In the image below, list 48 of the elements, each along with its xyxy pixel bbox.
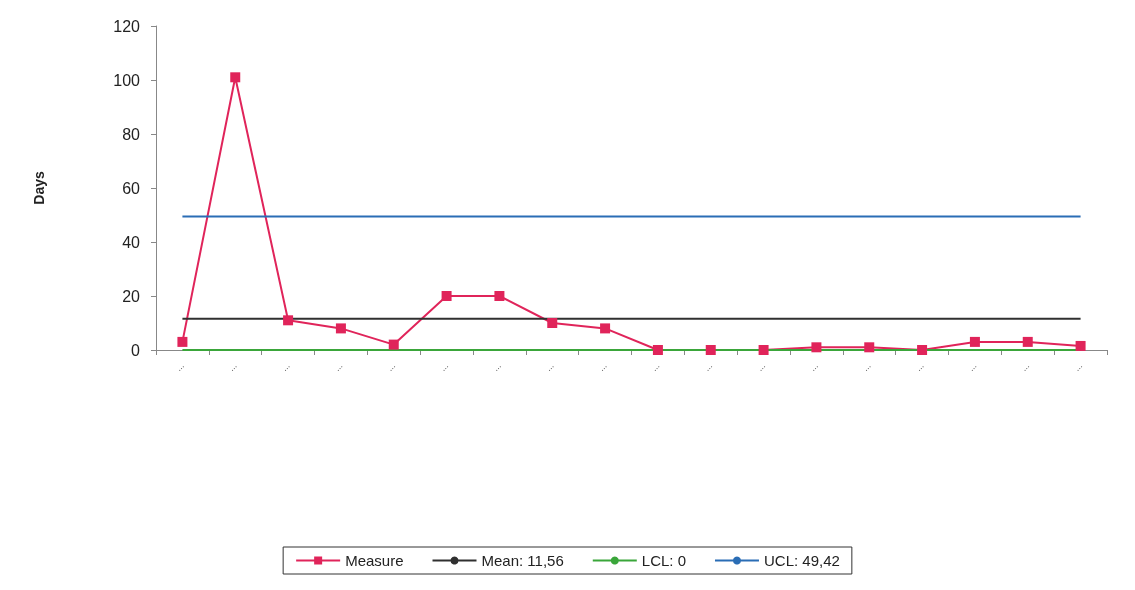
x-tick-label: ... bbox=[1018, 360, 1032, 373]
legend-label: UCL: 49,42 bbox=[763, 552, 840, 569]
x-tick-label: ... bbox=[701, 360, 715, 373]
x-tick-label: ... bbox=[596, 360, 609, 373]
point bbox=[600, 323, 611, 334]
point bbox=[758, 345, 769, 355]
x-tick-label: ... bbox=[384, 360, 398, 373]
point bbox=[705, 345, 716, 355]
y-tick-label: 40 bbox=[122, 233, 141, 251]
x-tick-label: ... bbox=[437, 360, 451, 373]
point bbox=[177, 336, 188, 347]
point bbox=[969, 336, 980, 347]
point bbox=[494, 291, 505, 301]
x-tick-label: ... bbox=[173, 360, 186, 373]
point bbox=[917, 345, 928, 355]
x-tick-label: ... bbox=[1071, 360, 1085, 373]
point bbox=[1022, 336, 1033, 347]
x-tick-label: ... bbox=[966, 360, 979, 373]
y-tick-label: 0 bbox=[131, 341, 141, 359]
x-tick-label: ... bbox=[649, 360, 662, 373]
y-tick-label: 20 bbox=[122, 287, 141, 305]
legend-label: Mean: 11,56 bbox=[481, 552, 564, 569]
x-tick-label: ... bbox=[543, 360, 556, 373]
point bbox=[388, 339, 399, 350]
point bbox=[441, 291, 452, 301]
point bbox=[652, 345, 663, 355]
x-tick-label: ... bbox=[490, 360, 503, 373]
x-tick-label: ... bbox=[860, 360, 873, 373]
point bbox=[547, 318, 558, 328]
y-tick-label: 120 bbox=[113, 17, 141, 35]
x-tick-label: ... bbox=[332, 360, 345, 373]
y-tick-label: 60 bbox=[122, 179, 141, 197]
legend-label: LCL: 0 bbox=[641, 552, 686, 569]
x-tick-label: ... bbox=[807, 360, 820, 373]
point bbox=[335, 323, 346, 334]
x-tick-label: ... bbox=[754, 360, 768, 373]
point bbox=[1075, 340, 1086, 351]
x-tick-label: ... bbox=[279, 360, 292, 373]
point bbox=[811, 342, 822, 353]
legend-label: Measure bbox=[345, 552, 404, 569]
y-tick-label: 100 bbox=[113, 71, 141, 89]
point bbox=[283, 315, 294, 326]
point bbox=[864, 342, 875, 353]
x-tick-label: ... bbox=[226, 360, 239, 373]
y-axis-title: Days bbox=[31, 171, 47, 205]
point bbox=[230, 72, 241, 83]
x-tick-label: ... bbox=[913, 360, 926, 373]
y-tick-label: 80 bbox=[122, 125, 141, 143]
